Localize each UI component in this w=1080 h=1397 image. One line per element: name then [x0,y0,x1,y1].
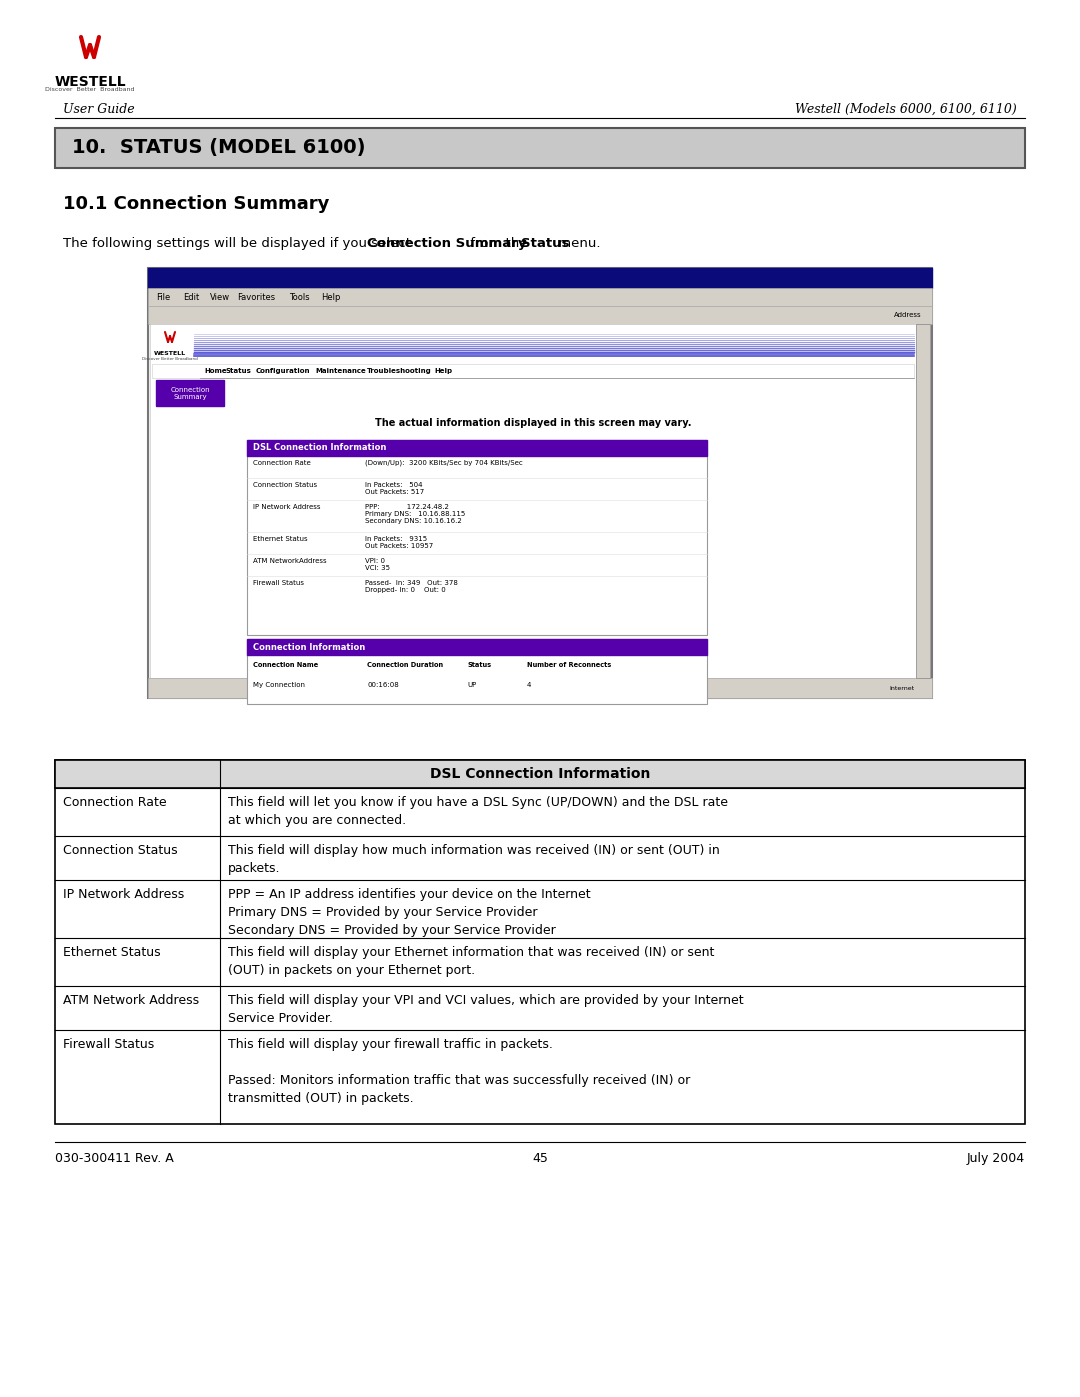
Bar [247,440,707,636]
Text: Status: Status [522,237,569,250]
Text: This field will display your firewall traffic in packets.

Passed: Monitors info: This field will display your firewall tr… [228,1038,690,1105]
Text: Help: Help [435,367,453,374]
Text: menu.: menu. [554,237,600,250]
Text: Connection Status: Connection Status [63,844,177,856]
Text: Help: Help [321,292,340,302]
Text: Connection Summary: Connection Summary [366,237,526,250]
Text: July 2004: July 2004 [967,1153,1025,1165]
Text: File: File [156,292,171,302]
Text: (Down/Up):  3200 KBits/Sec by 704 KBits/Sec: (Down/Up): 3200 KBits/Sec by 704 KBits/S… [365,460,523,467]
Text: Status: Status [467,662,491,668]
Text: Firewall Status: Firewall Status [253,580,303,585]
Text: User Guide: User Guide [63,103,135,116]
Text: Home: Home [204,367,227,374]
Bar [916,324,930,678]
Bar [247,638,707,704]
Text: The actual information displayed in this screen may vary.: The actual information displayed in this… [375,418,691,427]
Text: Connection Duration: Connection Duration [367,662,443,668]
Text: WESTELL: WESTELL [154,351,186,356]
Text: Ethernet Status: Ethernet Status [253,536,308,542]
Bar [148,306,932,324]
Bar [148,678,932,698]
Text: Status: Status [226,367,252,374]
Text: ATM NetworkAddress: ATM NetworkAddress [253,557,326,564]
Text: ATM Network Address: ATM Network Address [63,995,199,1007]
Bar [148,268,932,698]
Text: Number of Reconnects: Number of Reconnects [527,662,611,668]
Text: This field will let you know if you have a DSL Sync (UP/DOWN) and the DSL rate
a: This field will let you know if you have… [228,796,728,827]
Text: Maintenance: Maintenance [315,367,366,374]
Text: Firewall Status: Firewall Status [63,1038,154,1051]
Bar [148,268,932,288]
Bar [247,440,707,455]
Text: Discover  Better  Broadband: Discover Better Broadband [45,87,135,92]
Text: Connection Rate: Connection Rate [253,460,311,467]
Text: In Packets:   504
Out Packets: 517: In Packets: 504 Out Packets: 517 [365,482,424,495]
Text: Westell (Models 6000, 6100, 6110): Westell (Models 6000, 6100, 6110) [795,103,1017,116]
Text: Connection Rate: Connection Rate [63,796,166,809]
Text: PPP:            172.24.48.2
Primary DNS:   10.16.88.115
Secondary DNS: 10.16.16.: PPP: 172.24.48.2 Primary DNS: 10.16.88.1… [365,504,465,524]
Text: UP: UP [467,682,476,687]
Text: Edit: Edit [184,292,200,302]
Bar [247,638,707,655]
Bar [55,760,1025,788]
Text: View: View [211,292,230,302]
Text: IP Network Address: IP Network Address [63,888,185,901]
Text: Connection Status: Connection Status [253,482,318,488]
Text: from the: from the [465,237,531,250]
Text: DSL Connection Information: DSL Connection Information [253,443,387,453]
Text: My Connection: My Connection [253,682,305,687]
Text: WESTELL: WESTELL [54,75,125,89]
Text: The following settings will be displayed if you select: The following settings will be displayed… [63,237,415,250]
Text: Favorites: Favorites [238,292,275,302]
Text: This field will display how much information was received (IN) or sent (OUT) in
: This field will display how much informa… [228,844,719,875]
Text: 10.  STATUS (MODEL 6100): 10. STATUS (MODEL 6100) [72,138,365,158]
Text: 4: 4 [527,682,531,687]
Text: This field will display your Ethernet information that was received (IN) or sent: This field will display your Ethernet in… [228,946,714,977]
Text: Ethernet Status: Ethernet Status [63,946,161,958]
Bar [55,129,1025,168]
Text: PPP = An IP address identifies your device on the Internet
Primary DNS = Provide: PPP = An IP address identifies your devi… [228,888,591,937]
Text: IP Network Address: IP Network Address [253,504,321,510]
Text: DSL Connection Information: DSL Connection Information [430,767,650,781]
Bar [152,365,914,379]
Text: 10.1 Connection Summary: 10.1 Connection Summary [63,196,329,212]
Text: Connection Name: Connection Name [253,662,319,668]
Text: Connection
Summary: Connection Summary [171,387,210,400]
Text: Configuration: Configuration [256,367,311,374]
Text: Connection Information: Connection Information [253,643,365,651]
Text: Address: Address [894,312,922,319]
Text: Passed-  In: 349   Out: 378
Dropped- In: 0    Out: 0: Passed- In: 349 Out: 378 Dropped- In: 0 … [365,580,458,592]
Bar [148,288,932,306]
Bar [150,324,916,678]
Text: 00:16:08: 00:16:08 [367,682,399,687]
Text: In Packets:   9315
Out Packets: 10957: In Packets: 9315 Out Packets: 10957 [365,536,433,549]
Text: Discover Better Broadband: Discover Better Broadband [143,358,198,360]
Text: VPI: 0
VCI: 35: VPI: 0 VCI: 35 [365,557,390,571]
Bar [55,760,1025,1125]
Text: 030-300411 Rev. A: 030-300411 Rev. A [55,1153,174,1165]
Text: This field will display your VPI and VCI values, which are provided by your Inte: This field will display your VPI and VCI… [228,995,744,1025]
Bar [156,380,224,407]
Text: Troubleshooting: Troubleshooting [367,367,432,374]
Text: Internet: Internet [890,686,915,690]
Text: Tools: Tools [288,292,310,302]
Text: 45: 45 [532,1153,548,1165]
